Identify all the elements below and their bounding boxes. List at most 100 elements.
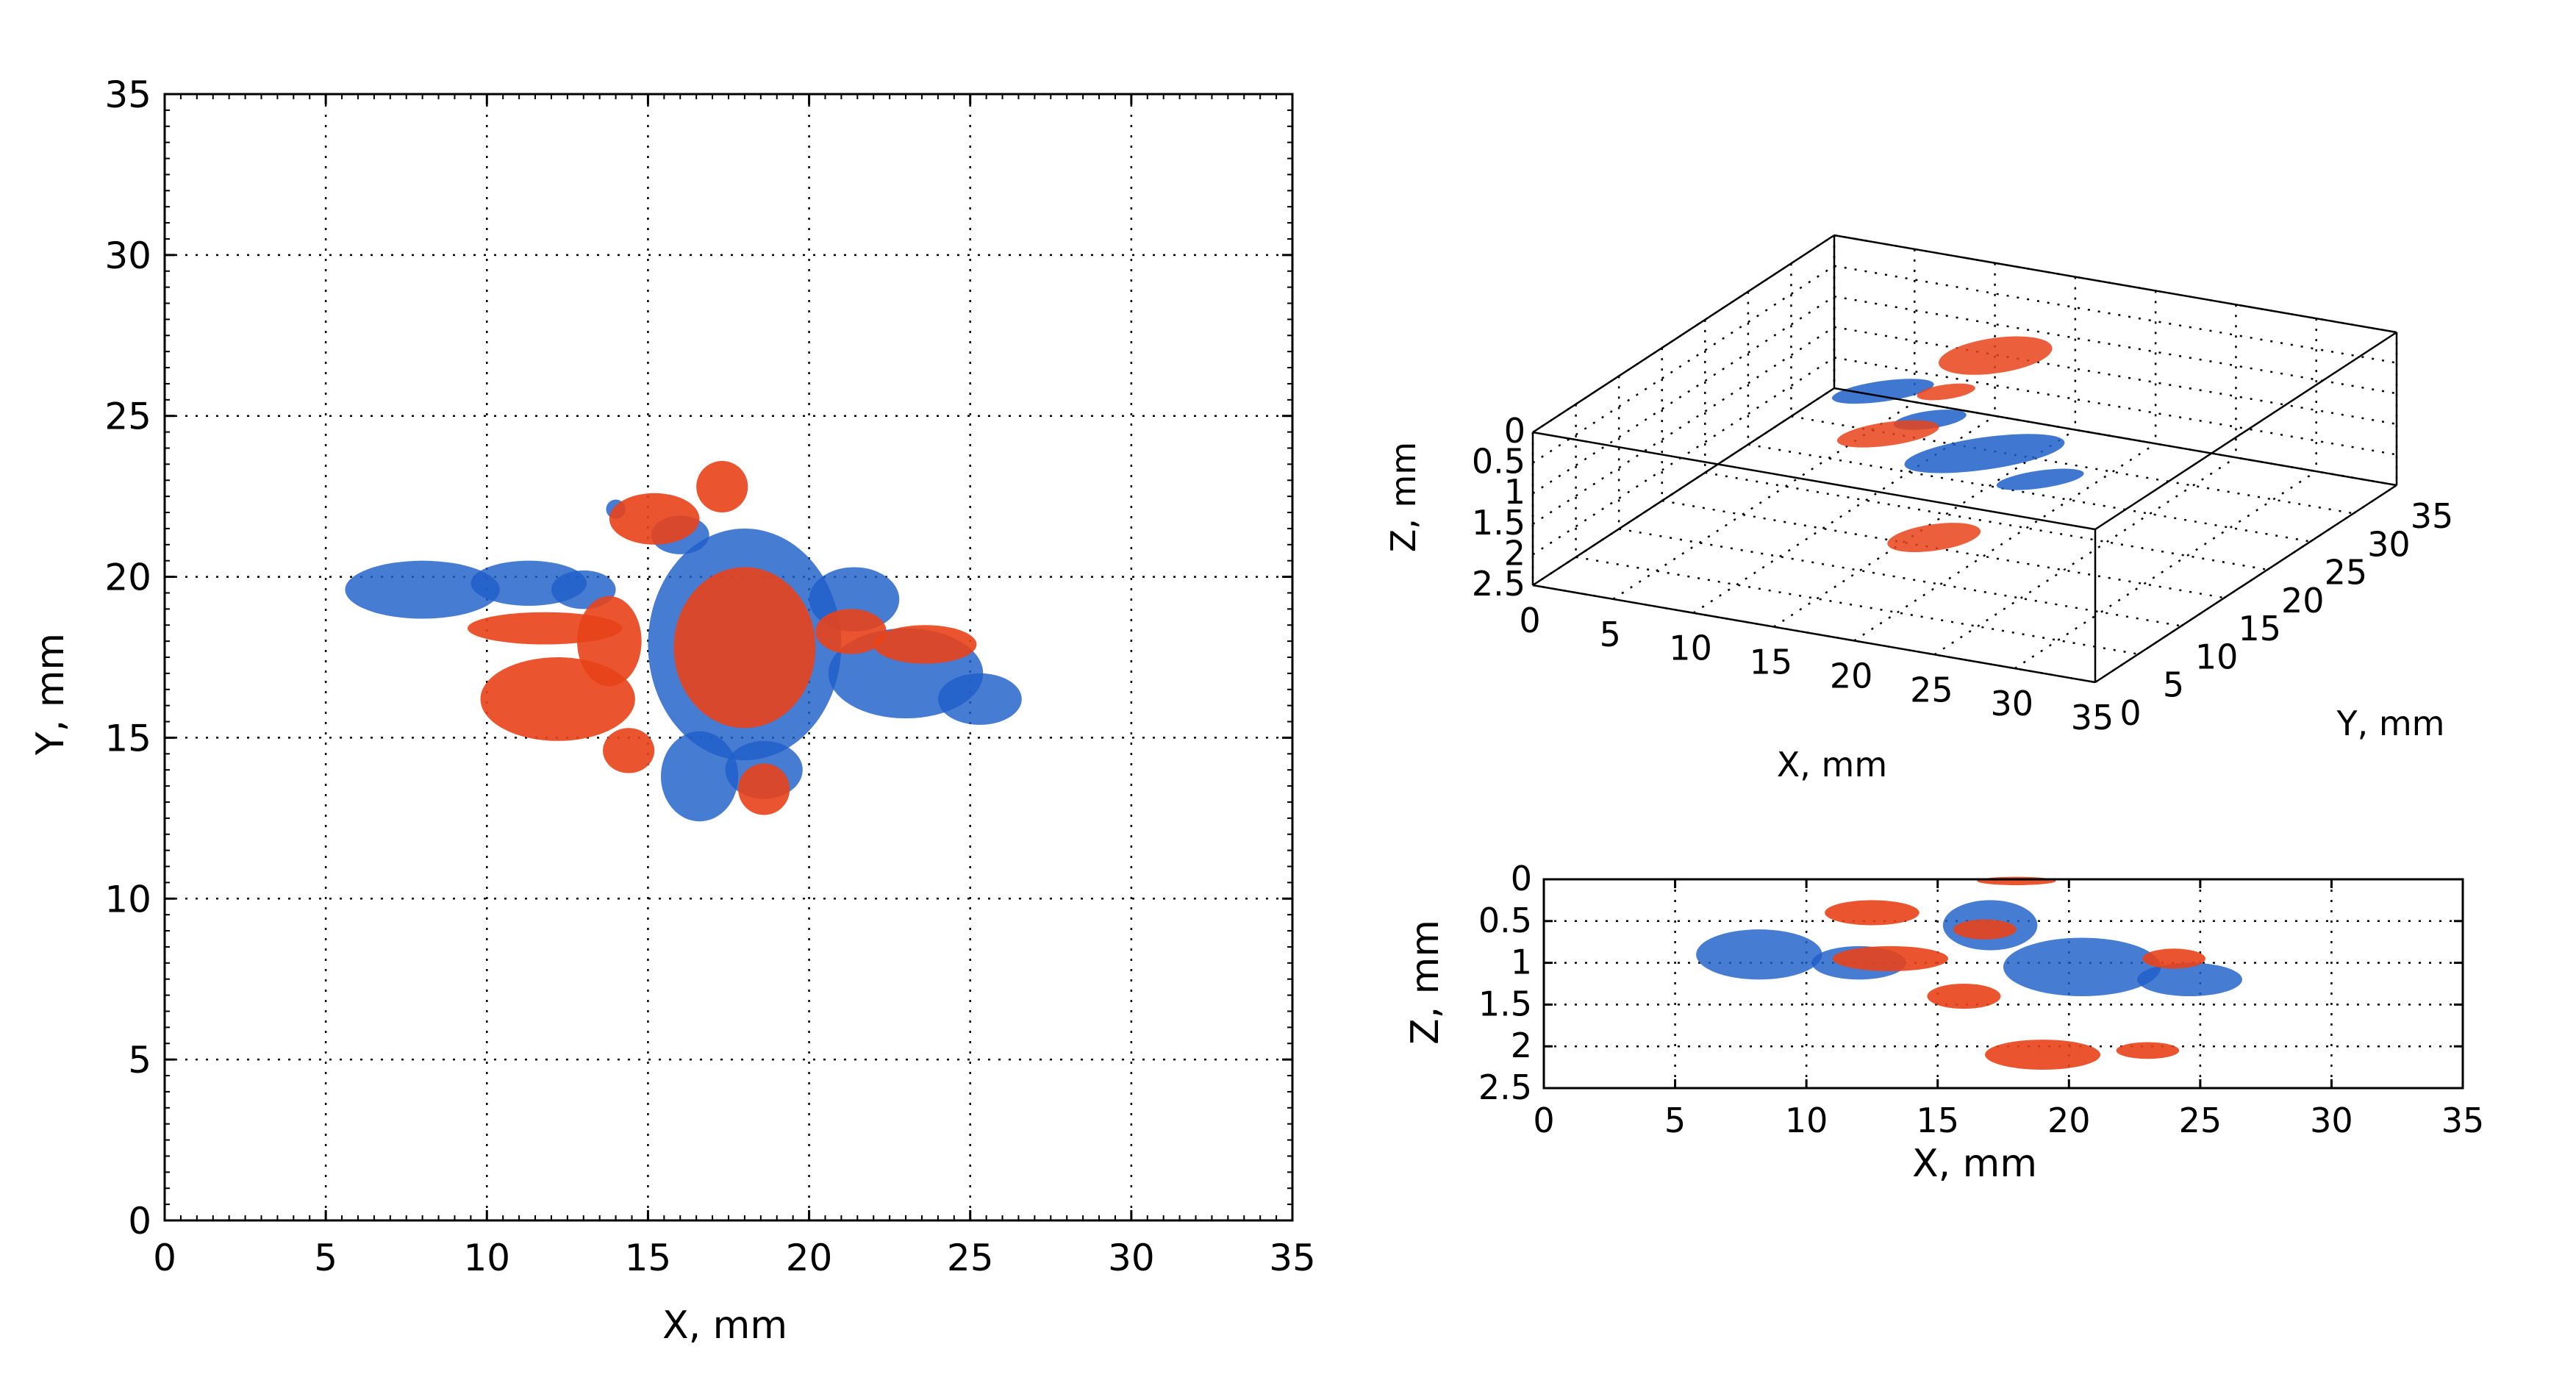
xy-x-tick-label: 5 <box>314 1237 337 1279</box>
xz-x-tick-label: 0 <box>1533 1101 1554 1140</box>
xy-x-tick-label: 30 <box>1108 1237 1155 1279</box>
xy-y-axis-label: Y, mm <box>29 633 73 756</box>
3d-box-edge <box>1532 234 1835 434</box>
3d-x-tick-labels: 0 5 10 15 20 25 30 35 <box>1519 601 2114 737</box>
3d-floor-gridline <box>1853 443 2156 642</box>
3d-floor-gridline <box>1618 528 2182 627</box>
3d-z-tick-label: 1 <box>1504 472 1525 512</box>
xz-blue-region <box>1696 929 1822 980</box>
xz-orange-region <box>1832 945 1948 971</box>
3d-box-edge <box>2094 484 2397 684</box>
xy-data-regions <box>345 460 1022 822</box>
3d-box-edge <box>1532 387 1835 587</box>
3d-blue-region <box>1904 434 2065 473</box>
3d-floor-gridline <box>1705 471 2268 571</box>
xy-y-tick-label: 5 <box>128 1039 151 1081</box>
3d-x-tick-label: 20 <box>1830 656 1873 696</box>
xy-orange-region <box>815 609 887 654</box>
3d-y-tick-label: 15 <box>2238 609 2281 648</box>
3d-orange-region <box>1917 383 1975 401</box>
xz-plot-frame <box>1542 878 2464 1090</box>
xz-blue-region <box>2003 937 2161 997</box>
xz-orange-region <box>1825 900 1920 926</box>
3d-y-tick-label: 5 <box>2163 665 2184 705</box>
3d-y-tick-label: 20 <box>2281 581 2325 621</box>
3d-box-edge <box>2094 331 2397 531</box>
3d-z-axis-label: Z, mm <box>1384 442 1423 552</box>
3d-x-tick-label: 10 <box>1669 629 1712 668</box>
xz-y-axis-label: Z, mm <box>1403 920 1448 1045</box>
3d-floor-gridline <box>1747 443 2311 543</box>
3d-x-tick-label: 5 <box>1600 615 1621 654</box>
xy-y-tick-label: 35 <box>104 74 151 116</box>
3d-blue-region <box>1831 379 1934 404</box>
xy-x-tick-label: 20 <box>786 1237 833 1279</box>
3d-y-tick-label: 0 <box>2119 693 2141 733</box>
xz-blue-region <box>2137 962 2243 997</box>
3d-orange-region <box>1938 336 2053 375</box>
xz-x-tick-label: 10 <box>1785 1101 1828 1140</box>
xy-orange-region <box>603 728 655 773</box>
3d-box-edge <box>1532 431 2096 531</box>
3d-floor-gridline <box>1933 457 2237 656</box>
3d-orange-region <box>1887 523 1981 552</box>
xz-x-tick-label: 30 <box>2310 1101 2353 1140</box>
3d-back-gridline <box>1833 265 2397 364</box>
xz-z-tick-label: 2 <box>1511 1026 1532 1065</box>
3d-side-gridline <box>1532 357 1835 556</box>
3d-z-tick-label: 0.5 <box>1472 442 1525 482</box>
xy-orange-region <box>873 625 977 664</box>
xy-blue-region <box>937 673 1022 725</box>
xz-z-tick-label: 1 <box>1511 943 1532 982</box>
xz-orange-region <box>1977 876 2056 885</box>
xz-x-tick-label: 25 <box>2179 1101 2222 1140</box>
3d-z-tick-label: 1.5 <box>1472 503 1525 543</box>
3d-data-regions <box>1831 336 2084 552</box>
3d-side-gridline <box>1532 296 1835 495</box>
xy-y-tick-label: 10 <box>104 878 151 920</box>
xy-x-tick-label: 25 <box>947 1237 994 1279</box>
3d-x-tick-label: 35 <box>2071 698 2114 737</box>
xy-x-axis-label: X, mm <box>662 1304 787 1348</box>
xz-x-tick-labels: 0 5 10 15 20 25 30 35 <box>1533 1101 2484 1140</box>
3d-floor-gridline <box>1661 499 2225 599</box>
xy-blue-region <box>660 731 739 822</box>
3d-floor-gridline <box>2014 471 2317 670</box>
xy-y-tick-label: 30 <box>104 235 151 277</box>
3d-x-tick-label: 25 <box>1910 670 1953 709</box>
xy-blue-region <box>345 560 500 619</box>
xz-z-tick-label: 1.5 <box>1478 984 1532 1023</box>
xz-x-tick-label: 20 <box>2047 1101 2091 1140</box>
xz-orange-region <box>1985 1040 2101 1070</box>
3d-x-tick-label: 0 <box>1519 601 1540 640</box>
3d-z-tick-label: 2 <box>1504 533 1525 573</box>
xy-orange-region <box>673 567 816 729</box>
xz-x-tick-label: 35 <box>2441 1101 2485 1140</box>
xy-y-tick-label: 25 <box>104 396 151 438</box>
3d-y-tick-label: 25 <box>2325 553 2368 593</box>
3d-x-axis-label: X, mm <box>1777 745 1887 784</box>
3d-floor-gridline <box>1575 556 2139 655</box>
3d-blue-region <box>1996 468 2084 490</box>
3d-side-gridline <box>1532 326 1835 525</box>
xy-orange-region <box>577 596 642 687</box>
3d-box-edges <box>1531 234 2398 684</box>
xy-view-chart: 0 5 10 15 20 25 30 35 0 5 10 15 20 25 30 35 X, mm Y, m… <box>29 74 1316 1348</box>
xz-tick-marks <box>1542 878 2464 1090</box>
3d-z-tick-labels: 00.511.522.5 <box>1472 411 1525 604</box>
3d-side-gridline <box>1532 265 1835 464</box>
xy-x-tick-label: 15 <box>625 1237 672 1279</box>
3d-y-tick-label: 30 <box>2367 524 2411 564</box>
xz-y-tick-labels: 00.511.522.5 <box>1478 859 1532 1107</box>
3d-back-gridline <box>1833 295 2397 395</box>
xy-x-tick-labels: 0 5 10 15 20 25 30 35 <box>153 1237 1316 1279</box>
3d-orange-region <box>1836 420 1939 448</box>
xy-orange-region <box>738 763 790 815</box>
3d-back-gridline <box>1833 357 2397 456</box>
xz-orange-region <box>1927 984 2001 1009</box>
xy-x-tick-label: 10 <box>463 1237 510 1279</box>
3d-z-tick-label: 2.5 <box>1472 564 1525 604</box>
3d-box-edge <box>1833 234 2397 334</box>
